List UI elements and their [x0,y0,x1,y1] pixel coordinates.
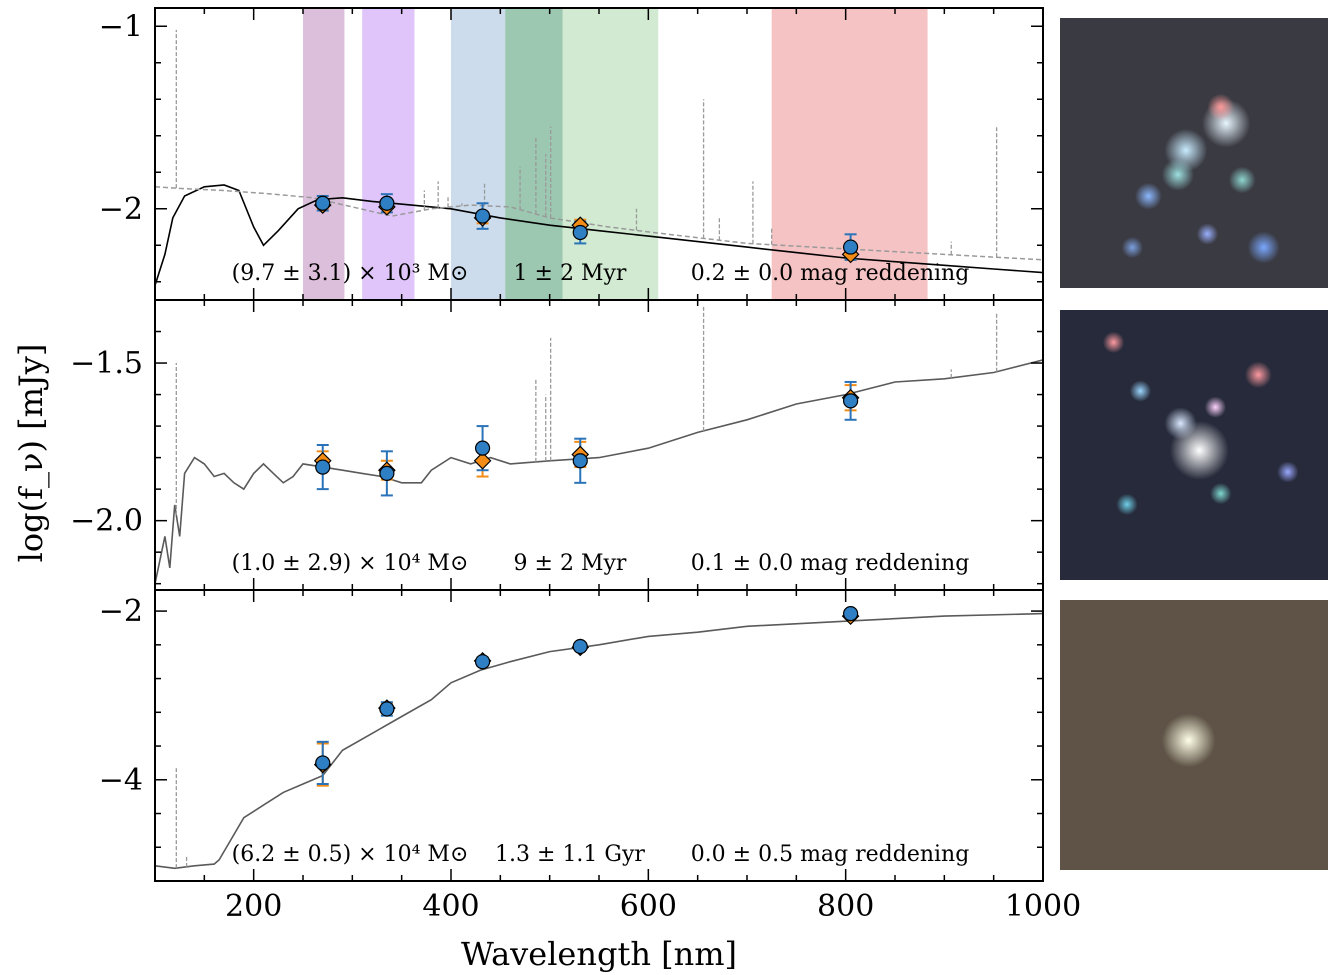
observed-photometry-marker [842,239,859,255]
cluster-thumbnails [1060,18,1328,870]
observed-photometry-marker [474,440,491,456]
observed-photometry-marker [315,459,331,475]
x-tick-label: 1000 [1005,889,1081,924]
x-tick-label: 200 [225,889,282,924]
observed-photometry-marker [379,195,395,211]
observed-photometry-marker [572,453,588,469]
observed-photometry-marker [842,393,859,409]
panel-bottom: −4 −2 200 400 600 800 1000 (6.2 ± 0.5) × 10⁴ M⊙… [99,589,1081,924]
spectral-panels: −2 −1 (9.7 ± 3.1) × 10³ M⊙ 1 ± 2 Myr 0.2 ± 0… [70,7,1081,924]
y-tick-label: −1 [99,9,143,44]
y-tick-label: −2.0 [70,504,143,539]
thumbnail-middle [1060,310,1328,580]
thumbnail-source [1204,396,1227,418]
observed-photometry-marker [474,208,491,224]
fit-annotation: (1.0 ± 2.9) × 10⁴ M⊙ [232,551,469,576]
model-spectrum [155,612,1043,870]
thumbnail-source [1135,182,1162,210]
ticks: −2 −1 [99,8,1044,300]
thumbnail-source [1161,158,1195,191]
y-tick-label: −1.5 [70,346,143,381]
ticks: −2.0 −1.5 [70,300,1044,590]
panel-top: −2 −1 (9.7 ± 3.1) × 10³ M⊙ 1 ± 2 Myr 0.2 ± 0… [99,7,1044,301]
observed-photometry-marker [379,701,395,717]
thumbnail-top [1060,18,1328,288]
thumbnail-source [1228,166,1256,194]
model-photometry-marker [473,451,492,470]
filter-band-overlap [505,8,563,300]
observed-photometry-marker [572,638,588,655]
observed-photometry-marker [315,755,331,771]
thumbnail-source [1161,713,1216,768]
plot-area [155,306,1043,584]
thumbnail-source [1129,380,1152,402]
fit-annotation: (9.7 ± 3.1) × 10³ M⊙ [232,261,469,286]
thumbnail-bottom [1060,600,1328,870]
fit-annotation: 1 ± 2 Myr [514,261,627,286]
observed-photometry-marker [474,654,491,670]
thumbnail-source [1196,223,1219,245]
thumbnail-source [1244,361,1272,389]
thumbnail-source [1116,493,1138,516]
fit-annotation: 0.0 ± 0.5 mag reddening [691,842,970,867]
y-axis-label: log(f_ν) [mJy] [12,344,50,563]
thumbnail-source [1207,93,1235,121]
fit-annotation: 0.2 ± 0.0 mag reddening [691,261,970,286]
panel-middle: −2.0 −1.5 (1.0 ± 2.9) × 10⁴ M⊙ 9 ± 2 Myr 0.1… [70,299,1044,591]
x-tick-label: 800 [817,889,874,924]
filter-band-1 [362,8,415,300]
fit-annotation: (6.2 ± 0.5) × 10⁴ M⊙ [232,842,469,867]
observed-photometry-marker [842,606,859,622]
plot-area [155,8,1043,300]
panel-frame [154,589,1044,882]
y-tick-label: −2 [99,192,143,227]
panel-frame [154,299,1044,591]
thumbnail-source [1121,236,1144,259]
thumbnail-source [1164,407,1197,440]
ticks: −4 −2 200 400 600 800 1000 [99,590,1081,924]
fit-annotation: 0.1 ± 0.0 mag reddening [691,551,970,576]
observed-photometry-marker [572,224,588,241]
thumbnail-source [1247,231,1280,264]
thumbnail-source [1210,482,1232,505]
y-tick-label: −2 [99,594,143,629]
thumbnail-source [1277,461,1299,483]
x-tick-label: 600 [620,889,677,924]
x-axis-label: Wavelength [nm] [461,935,737,973]
fit-annotation: 9 ± 2 Myr [514,551,627,576]
fit-annotation: 1.3 ± 1.1 Gyr [495,842,645,867]
x-tick-label: 400 [422,889,479,924]
observed-photometry-marker [315,195,331,211]
model-spectrum [155,359,1043,584]
y-tick-label: −4 [99,763,143,798]
filter-band-0 [303,8,345,300]
observed-photometry-marker [379,465,395,481]
plot-area [155,606,1043,870]
thumbnail-source [1102,331,1125,354]
